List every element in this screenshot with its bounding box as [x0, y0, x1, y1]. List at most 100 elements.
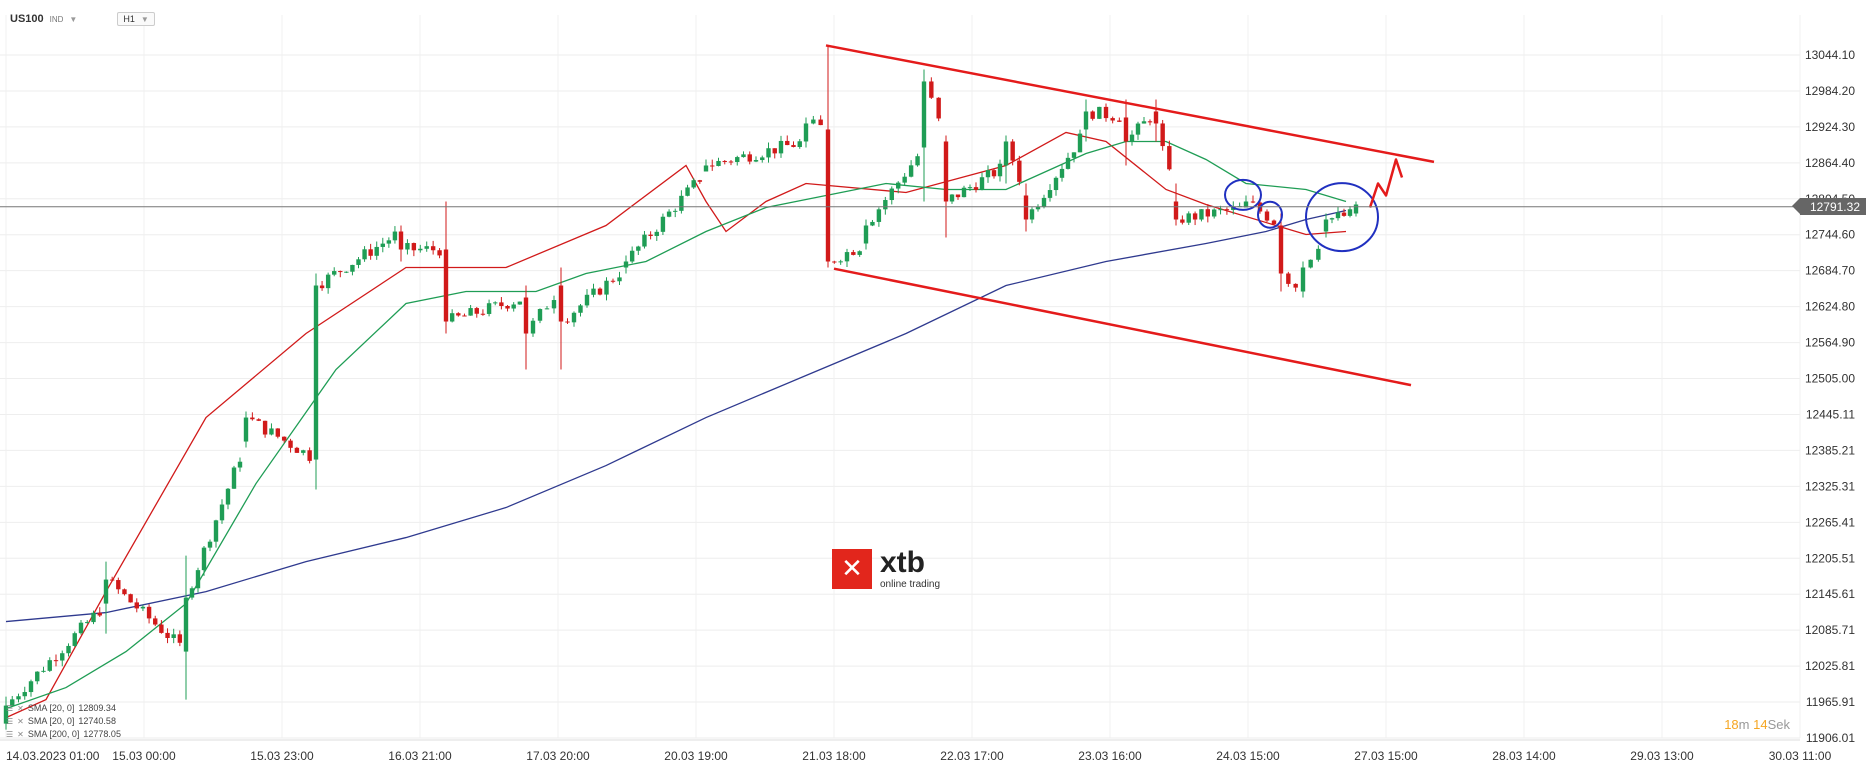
indicator-legend-sma-3[interactable]: ☰ ✕ SMA [200, 0] 12778.05	[6, 729, 121, 739]
candle-body	[78, 622, 84, 634]
x-tick-label: 20.03 19:00	[664, 749, 728, 763]
indicator-legend-sma-2[interactable]: ☰ ✕ SMA [20, 0] 12740.58	[6, 716, 116, 726]
candle-body	[1250, 201, 1256, 203]
candle-body	[825, 129, 831, 262]
candle-body	[60, 653, 65, 661]
time-axis: 14.03.2023 01:00 15.03 00:00 15.03 23:00 16…	[6, 749, 1832, 763]
symbol-label[interactable]: US100	[10, 13, 44, 25]
close-icon[interactable]: ✕	[17, 729, 24, 739]
candle-body	[3, 705, 9, 724]
candle-body	[1065, 157, 1071, 169]
settings-icon[interactable]: ☰	[6, 729, 14, 739]
candle-body	[134, 602, 139, 609]
timer-seconds-unit: Sek	[1767, 717, 1790, 732]
candle-body	[697, 180, 703, 182]
candle-body	[728, 161, 734, 163]
candle-body	[537, 309, 543, 321]
candle-body	[1180, 219, 1185, 223]
candle-body	[716, 160, 721, 167]
candle-body	[1167, 146, 1172, 170]
candle-body	[1053, 177, 1059, 191]
candle-body	[710, 165, 715, 167]
candle-body	[1160, 123, 1165, 147]
candle-body	[1199, 209, 1204, 220]
close-icon[interactable]: ✕	[17, 716, 24, 726]
candle-body	[474, 308, 479, 314]
candle-body	[591, 288, 596, 295]
x-tick-label: 21.03 18:00	[802, 749, 866, 763]
candle-body	[480, 313, 486, 315]
xtb-logo: ✕ xtb online trading	[832, 548, 940, 590]
candle-body	[243, 417, 249, 442]
candle-body	[617, 277, 622, 282]
candle-body	[207, 541, 213, 548]
candle-body	[1129, 134, 1135, 142]
candle-body	[876, 209, 882, 222]
candle-body	[973, 187, 979, 190]
settings-icon[interactable]: ☰	[6, 716, 14, 726]
candle-body	[766, 148, 771, 158]
candle-body	[902, 176, 907, 183]
candle-body	[1192, 213, 1198, 220]
candle-body	[1097, 106, 1102, 119]
x-tick-label: 24.03 15:00	[1216, 749, 1280, 763]
candle-body	[437, 250, 442, 256]
candle-body	[691, 180, 696, 188]
candle-body	[511, 304, 516, 309]
drawn-annotations	[825, 44, 1435, 387]
x-tick-label: 15.03 23:00	[250, 749, 314, 763]
candle-body	[1335, 212, 1341, 219]
candle-body	[997, 163, 1003, 177]
candle-body	[493, 302, 498, 304]
forecast-zigzag-arrow	[1368, 158, 1404, 208]
candle-body	[1035, 206, 1041, 210]
y-tick-label: 12924.30	[1805, 120, 1855, 134]
candle-body	[47, 660, 52, 671]
chevron-down-icon[interactable]: ▼	[69, 14, 78, 24]
candle-body	[654, 231, 659, 236]
candle-body	[753, 160, 759, 162]
candles	[3, 45, 1359, 730]
candle-body	[307, 450, 312, 461]
candle-body	[949, 194, 955, 202]
candle-body	[889, 188, 894, 201]
candle-body	[703, 165, 709, 172]
candle-body	[883, 200, 888, 210]
candle-countdown: 18m 14Sek	[1724, 717, 1790, 732]
candle-body	[85, 622, 90, 624]
y-tick-label: 11965.91	[1806, 695, 1855, 709]
candle-body	[1003, 141, 1009, 166]
indicator-legend-sma-1[interactable]: ☰ ✕ SMA [20, 0] 12809.34	[6, 703, 116, 713]
settings-icon[interactable]: ☰	[6, 703, 14, 713]
candle-body	[462, 315, 467, 317]
candle-body	[225, 488, 231, 505]
candle-body	[449, 313, 455, 322]
timeframe-select[interactable]: H1 ▼	[117, 12, 155, 26]
candle-body	[165, 632, 170, 639]
candle-body	[936, 97, 941, 119]
close-icon[interactable]: ✕	[17, 703, 24, 713]
candle-body	[183, 597, 189, 652]
candle-body	[551, 300, 557, 309]
candle-body	[991, 170, 997, 177]
candle-body	[623, 261, 629, 268]
indicator-value: 12809.34	[78, 703, 116, 713]
candle-body	[1023, 195, 1029, 220]
logo-subtitle: online trading	[880, 579, 941, 590]
candle-body	[1071, 152, 1077, 158]
indicator-label: SMA [20, 0]	[27, 703, 75, 713]
candle-body	[338, 271, 343, 273]
timer-seconds: 14	[1753, 717, 1768, 732]
candle-body	[1224, 209, 1230, 211]
sma-line-1	[5, 131, 1347, 719]
candle-body	[604, 280, 609, 295]
candle-body	[380, 243, 385, 247]
candle-body	[1047, 190, 1053, 198]
candle-body	[778, 140, 784, 154]
candle-body	[929, 81, 934, 98]
candle-body	[565, 321, 570, 323]
x-tick-label: 16.03 21:00	[388, 749, 452, 763]
candle-body	[979, 177, 985, 190]
candle-body	[66, 645, 71, 654]
